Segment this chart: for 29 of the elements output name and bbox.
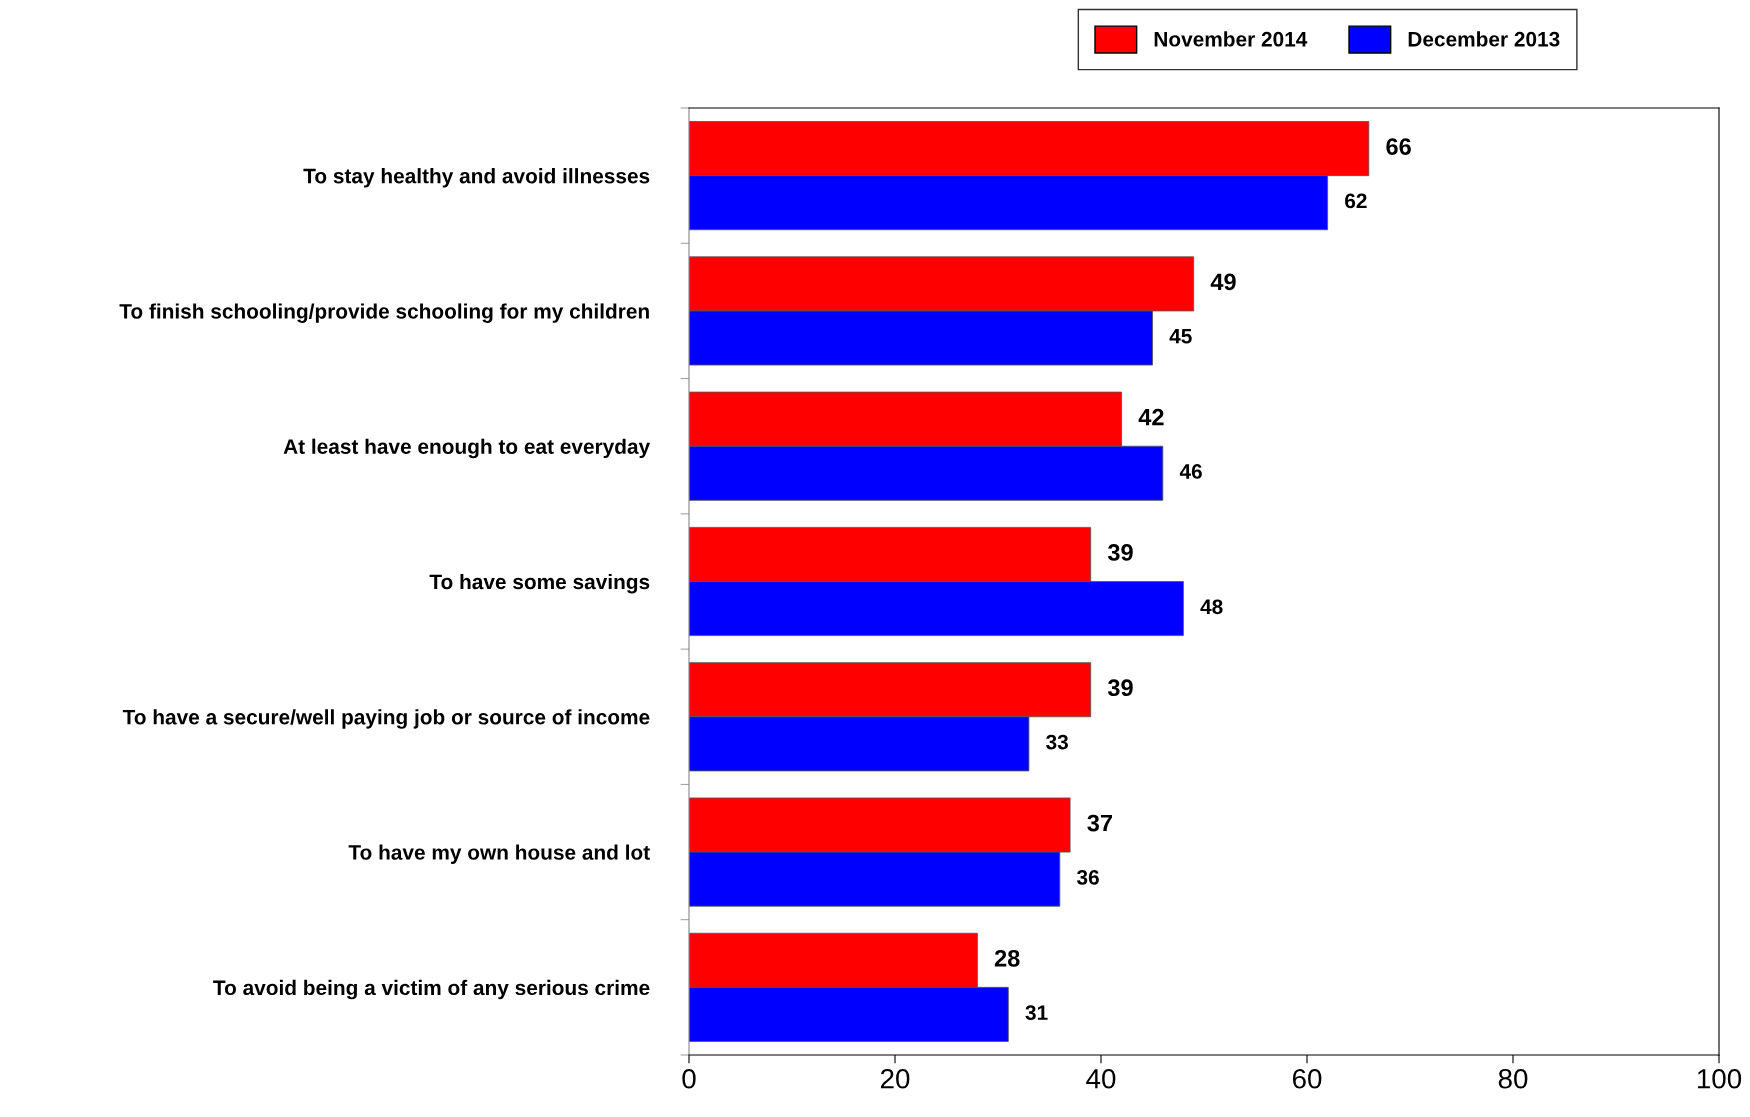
data-label: 49 [1210, 273, 1236, 291]
y-tick-label: To have some savings [429, 573, 650, 594]
data-label: 28 [994, 949, 1020, 967]
data-label: 66 [1386, 138, 1411, 155]
data-label: 31 [1025, 1005, 1048, 1021]
x-tick-label: 60 [1292, 1068, 1322, 1089]
x-tick-label: 0 [682, 1068, 696, 1089]
data-label: 39 [1107, 544, 1133, 561]
x-tick-label: 20 [880, 1068, 910, 1089]
x-tick-label: 80 [1498, 1068, 1528, 1089]
data-label: 33 [1046, 734, 1068, 750]
data-label: 42 [1138, 408, 1164, 426]
x-tick-label: 100 [1697, 1068, 1742, 1089]
data-label: 36 [1076, 869, 1099, 885]
legend-label: December 2013 [1408, 31, 1560, 47]
y-tick-label: To finish schooling/provide schooling for my children [119, 303, 649, 323]
legend-label: November 2014 [1154, 31, 1308, 47]
data-label: 62 [1345, 193, 1367, 209]
data-label: 45 [1169, 329, 1192, 344]
data-label: 46 [1179, 464, 1202, 479]
y-tick-label: At least have enough to eat everyday [283, 438, 651, 459]
y-tick-label: To avoid being a victim of any serious crime [213, 979, 650, 1000]
y-tick-label: To stay healthy and avoid illnesses [303, 168, 650, 188]
x-tick-label: 40 [1086, 1068, 1116, 1089]
y-tick-label: To have a secure/well paying job or source of income [122, 709, 650, 729]
y-tick-label: To have my own house and lot [348, 844, 650, 864]
data-label: 48 [1200, 599, 1223, 615]
data-label: 39 [1107, 679, 1133, 697]
data-label: 37 [1087, 814, 1112, 832]
